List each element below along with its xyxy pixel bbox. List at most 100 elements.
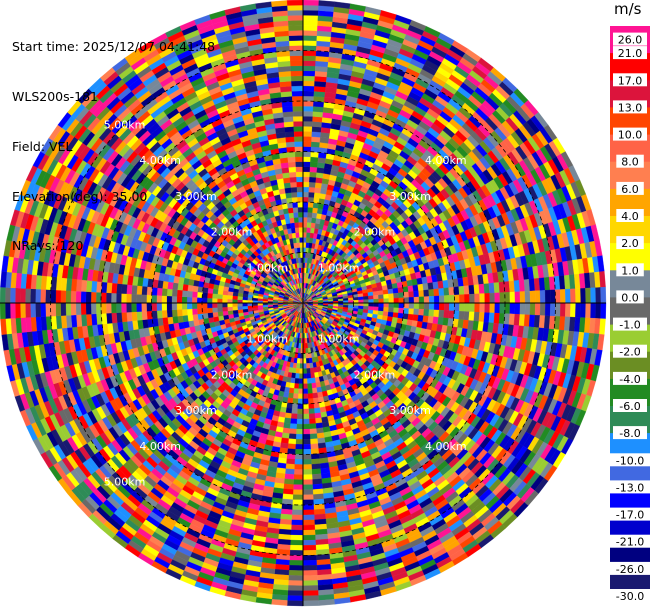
velocity-gate	[302, 560, 317, 566]
velocity-gate	[299, 363, 304, 369]
velocity-gate	[307, 201, 314, 208]
velocity-gate	[296, 418, 304, 425]
velocity-gate	[463, 311, 470, 321]
velocity-gate	[438, 288, 445, 297]
velocity-gate	[310, 156, 319, 163]
velocity-gate	[433, 309, 440, 318]
velocity-gate	[302, 176, 310, 183]
velocity-gate	[454, 302, 460, 312]
velocity-gate	[302, 408, 309, 415]
velocity-gate	[408, 308, 415, 315]
velocity-gate	[302, 469, 313, 475]
velocity-gate	[483, 283, 490, 294]
velocity-gate	[494, 302, 501, 314]
velocity-gate	[387, 288, 394, 295]
velocity-gate	[298, 388, 304, 395]
velocity-gate	[284, 468, 295, 475]
velocity-gate	[363, 295, 369, 300]
velocity-gate	[393, 292, 399, 299]
velocity-gate	[302, 45, 317, 51]
velocity-gate	[306, 227, 312, 233]
velocity-gate	[403, 291, 410, 298]
velocity-gate	[393, 302, 400, 309]
velocity-gate	[600, 286, 607, 304]
velocity-gate	[474, 302, 480, 313]
velocity-gate	[288, 433, 297, 440]
velocity-gate	[308, 403, 315, 410]
velocity-gate	[312, 392, 319, 399]
velocity-gate	[488, 312, 495, 324]
velocity-gate	[283, 478, 294, 485]
velocity-gate	[378, 294, 384, 300]
velocity-gate	[474, 293, 480, 304]
velocity-gate	[288, 570, 304, 576]
velocity-gate	[287, 590, 304, 597]
velocity-gate	[302, 105, 314, 112]
velocity-gate	[308, 186, 316, 193]
velocity-gate	[302, 65, 316, 72]
velocity-gate	[307, 212, 313, 218]
velocity-gate	[302, 489, 314, 496]
velocity-gate	[377, 290, 384, 296]
velocity-gate	[468, 284, 475, 295]
velocity-gate	[509, 302, 516, 315]
velocity-gate	[294, 373, 300, 379]
velocity-gate	[309, 428, 317, 435]
velocity-gate	[298, 383, 304, 390]
velocity-gate	[293, 469, 304, 475]
velocity-gate	[290, 413, 298, 420]
velocity-gate	[590, 287, 597, 304]
velocity-gate	[433, 288, 440, 297]
velocity-gate	[306, 232, 311, 238]
velocity-gate	[398, 307, 405, 314]
velocity-gate	[287, 585, 304, 591]
velocity-gate	[493, 312, 500, 324]
velocity-gate	[302, 433, 311, 440]
velocity-gate	[302, 449, 312, 455]
velocity-gate	[488, 282, 495, 294]
velocity-gate	[302, 90, 315, 97]
velocity-gate	[585, 287, 591, 304]
velocity-gate	[305, 358, 310, 364]
velocity-gate	[444, 295, 450, 304]
velocity-gate	[549, 289, 556, 304]
velocity-gate	[382, 289, 389, 295]
velocity-gate	[433, 295, 440, 304]
velocity-gate	[302, 539, 316, 546]
velocity-gate	[483, 312, 490, 323]
velocity-gate	[313, 402, 320, 409]
velocity-gate	[302, 217, 308, 223]
velocity-gate	[373, 294, 379, 300]
velocity-gate	[529, 290, 536, 304]
velocity-gate	[288, 580, 304, 586]
velocity-gate	[539, 290, 546, 304]
velocity-gate	[305, 348, 309, 354]
velocity-gate	[306, 222, 312, 228]
velocity-gate	[302, 191, 309, 198]
velocity-gate	[285, 463, 295, 470]
velocity-gate	[283, 417, 292, 424]
velocity-gate	[504, 292, 511, 304]
velocity-gate	[294, 454, 304, 460]
velocity-gate	[311, 463, 321, 470]
velocity-gate	[285, 407, 293, 414]
velocity-gate	[302, 388, 308, 395]
velocity-gate	[302, 151, 312, 157]
velocity-gate	[291, 509, 304, 516]
velocity-gate	[417, 283, 424, 292]
velocity-gate	[299, 368, 304, 374]
velocity-gate	[294, 464, 304, 470]
velocity-gate	[318, 0, 335, 7]
velocity-gate	[544, 289, 551, 304]
velocity-gate	[509, 291, 516, 304]
velocity-gate	[302, 418, 310, 425]
velocity-gate	[285, 458, 295, 465]
velocity-gate	[302, 454, 312, 460]
velocity-gate	[309, 438, 318, 445]
velocity-gate	[565, 302, 571, 318]
velocity-gate	[302, 196, 309, 203]
velocity-gate	[302, 131, 313, 137]
velocity-gate	[302, 186, 310, 193]
velocity-gate	[307, 383, 313, 389]
velocity-gate	[313, 192, 321, 199]
